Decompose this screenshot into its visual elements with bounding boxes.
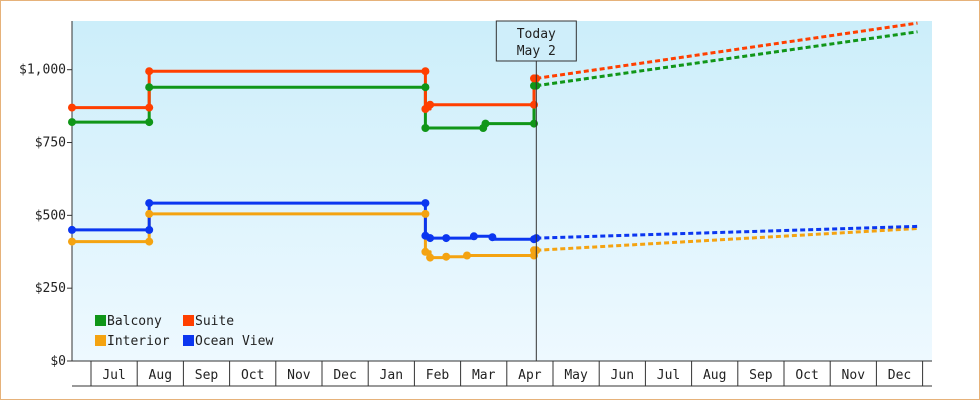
data-point: [145, 118, 154, 127]
x-tick-label: Apr: [518, 368, 542, 383]
x-tick-label: Aug: [149, 368, 172, 383]
data-point: [421, 67, 430, 76]
x-tick-label: Oct: [795, 368, 818, 383]
x-tick-label: Aug: [703, 368, 726, 383]
data-point: [442, 234, 451, 243]
legend-label: Ocean View: [195, 334, 273, 349]
x-tick-label: Jul: [657, 368, 680, 383]
today-box: [495, 20, 577, 62]
x-tick-label: Nov: [842, 368, 866, 383]
data-point: [426, 100, 435, 109]
data-point: [145, 199, 154, 208]
data-point: [145, 225, 154, 234]
y-tick-label: $1,000: [19, 63, 66, 78]
today-date: May 2: [517, 44, 556, 59]
data-point: [426, 253, 435, 262]
x-tick-label: Jul: [102, 368, 125, 383]
series-line: [72, 212, 537, 260]
data-point: [469, 232, 478, 241]
data-point: [145, 83, 154, 92]
series-forecast-line: [536, 21, 918, 80]
data-point: [68, 237, 76, 246]
x-tick-label: Oct: [241, 368, 264, 383]
data-point: [421, 199, 430, 208]
y-tick-label: $750: [35, 136, 66, 151]
data-point: [421, 83, 430, 92]
x-tick-label: Jun: [611, 368, 634, 383]
data-point: [145, 67, 154, 76]
data-point: [488, 233, 497, 242]
data-point: [481, 119, 490, 128]
data-point: [68, 225, 76, 234]
y-tick-label: $250: [35, 281, 66, 296]
data-point: [68, 118, 76, 127]
x-tick-label: Dec: [888, 368, 911, 383]
x-tick-label: Mar: [472, 368, 496, 383]
data-point: [463, 251, 471, 260]
series-line: [72, 201, 537, 241]
x-tick-label: Sep: [195, 368, 219, 383]
series-forecast-line: [536, 30, 918, 88]
x-tick-label: Feb: [426, 368, 450, 383]
y-tick-label: $500: [35, 208, 66, 223]
legend-swatch: [183, 315, 194, 326]
legend-label: Balcony: [107, 314, 162, 329]
legend-label: Suite: [195, 314, 234, 329]
data-point: [145, 103, 154, 112]
legend-swatch: [95, 335, 106, 346]
x-tick-label: Nov: [287, 368, 311, 383]
today-layer: Today May 2: [495, 20, 577, 361]
data-point: [145, 209, 154, 218]
data-point: [68, 103, 76, 112]
legend-label: Interior: [107, 334, 170, 349]
data-point: [421, 209, 430, 218]
today-label: Today: [517, 27, 556, 42]
data-point: [426, 234, 435, 243]
legend-swatch: [95, 315, 106, 326]
data-point: [421, 247, 430, 256]
x-tick-label: Sep: [749, 368, 773, 383]
x-tick-label: Dec: [333, 368, 356, 383]
axes-layer: $0 $250 $500 $750 $1,000 Jul Aug Sep Oct Nov Dec Ja…: [19, 21, 932, 387]
legend: Balcony Suite Interior Ocean View: [95, 314, 273, 349]
data-point: [442, 252, 451, 261]
data-point: [421, 124, 430, 132]
y-tick-label: $0: [50, 354, 66, 369]
data-point: [145, 237, 154, 246]
legend-swatch: [183, 335, 194, 346]
x-tick-label: May: [564, 368, 588, 383]
plot-background: [72, 21, 932, 361]
x-tick-label: Jan: [380, 368, 403, 383]
